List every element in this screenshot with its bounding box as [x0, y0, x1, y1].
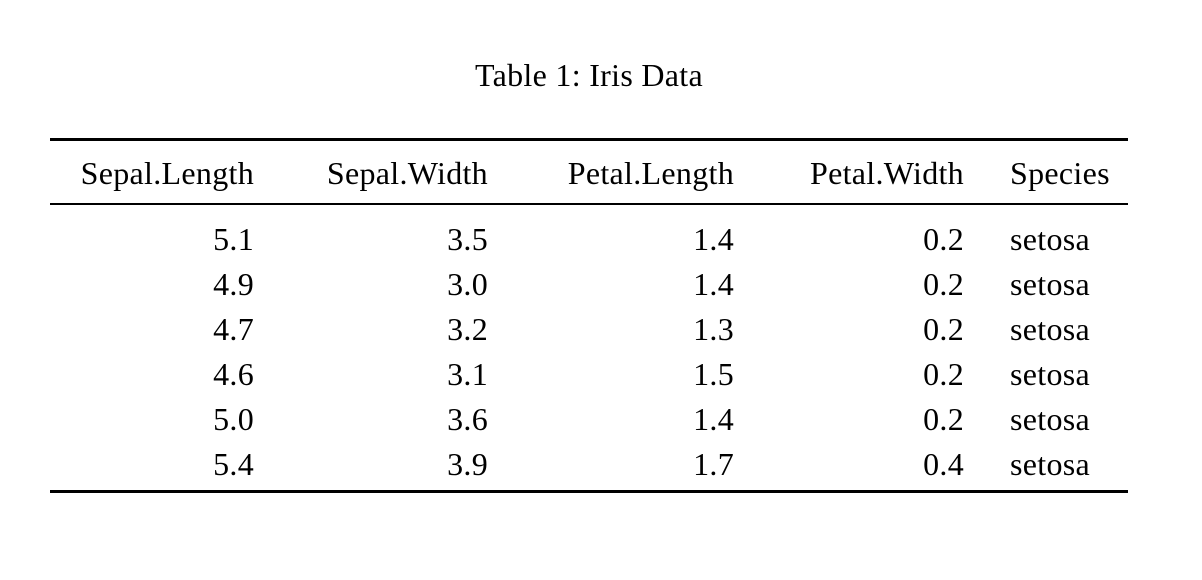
table-header: Sepal.Length Sepal.Width Petal.Length Pe… — [50, 139, 1128, 205]
cell-petal-length: 1.7 — [693, 446, 734, 482]
cell-petal-width: 0.2 — [923, 401, 964, 437]
cell-sepal-width: 3.1 — [447, 356, 488, 392]
cell-species: setosa — [1010, 356, 1091, 392]
cell-species: setosa — [1010, 446, 1091, 482]
table-caption: Table 1: Iris Data — [475, 57, 703, 93]
cell-sepal-width: 3.5 — [447, 221, 488, 257]
cell-species: setosa — [1010, 311, 1091, 347]
table-row: 4.9 3.0 1.4 0.2 setosa — [50, 262, 1128, 307]
column-header-petal-width: Petal.Width — [734, 139, 964, 205]
cell-species: setosa — [1010, 401, 1091, 437]
table-row: 5.4 3.9 1.7 0.4 setosa — [50, 442, 1128, 492]
cell-petal-width: 0.2 — [923, 356, 964, 392]
table-body: 5.1 3.5 1.4 0.2 setosa 4.9 3.0 1.4 0.2 s… — [50, 204, 1128, 492]
cell-sepal-length: 4.9 — [213, 266, 254, 302]
cell-sepal-length: 5.1 — [213, 221, 254, 257]
column-header-sepal-length: Sepal.Length — [50, 139, 254, 205]
cell-petal-length: 1.4 — [693, 266, 734, 302]
header-row: Sepal.Length Sepal.Width Petal.Length Pe… — [50, 139, 1128, 205]
cell-sepal-width: 3.2 — [447, 311, 488, 347]
cell-petal-length: 1.4 — [693, 221, 734, 257]
cell-petal-length: 1.5 — [693, 356, 734, 392]
table-row: 5.0 3.6 1.4 0.2 setosa — [50, 397, 1128, 442]
cell-petal-width: 0.4 — [923, 446, 964, 482]
column-header-petal-length: Petal.Length — [488, 139, 734, 205]
cell-sepal-length: 5.0 — [213, 401, 254, 437]
cell-species: setosa — [1010, 266, 1091, 302]
table-row: 4.6 3.1 1.5 0.2 setosa — [50, 352, 1128, 397]
cell-sepal-width: 3.9 — [447, 446, 488, 482]
cell-sepal-length: 4.7 — [213, 311, 254, 347]
cell-sepal-width: 3.6 — [447, 401, 488, 437]
iris-data-table: Sepal.Length Sepal.Width Petal.Length Pe… — [50, 138, 1128, 493]
cell-petal-width: 0.2 — [923, 221, 964, 257]
cell-petal-width: 0.2 — [923, 266, 964, 302]
table-row: 5.1 3.5 1.4 0.2 setosa — [50, 204, 1128, 262]
column-header-sepal-width: Sepal.Width — [254, 139, 488, 205]
cell-sepal-length: 5.4 — [213, 446, 254, 482]
column-header-species: Species — [964, 139, 1128, 205]
cell-sepal-width: 3.0 — [447, 266, 488, 302]
table-row: 4.7 3.2 1.3 0.2 setosa — [50, 307, 1128, 352]
cell-petal-length: 1.3 — [693, 311, 734, 347]
cell-sepal-length: 4.6 — [213, 356, 254, 392]
cell-species: setosa — [1010, 221, 1091, 257]
cell-petal-width: 0.2 — [923, 311, 964, 347]
cell-petal-length: 1.4 — [693, 401, 734, 437]
